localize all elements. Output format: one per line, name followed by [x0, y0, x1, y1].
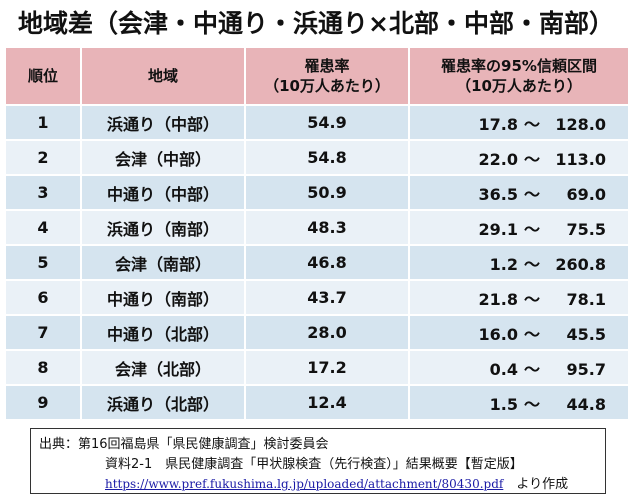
source-suffix: より作成	[503, 477, 569, 492]
table-row: 2 会津（中部） 54.8 22.0 ～ 113.0	[4, 139, 630, 176]
cell-ci: 16.0 ～ 45.5	[408, 314, 630, 351]
cell-region: 会津（中部）	[80, 139, 246, 176]
page-title: 地域差（会津・中通り・浜通り×北部・中部・南部）	[18, 9, 614, 38]
ci-high: 78.1	[566, 289, 606, 309]
cell-rank: 3	[4, 174, 82, 211]
source-line1: 出典：第16回福島県「県民健康調査」検討委員会	[39, 437, 329, 452]
ci-low: 1.5	[489, 394, 518, 414]
table-row: 3 中通り（中部） 50.9 36.5 ～ 69.0	[4, 174, 630, 211]
ci-low: 21.8	[478, 289, 518, 309]
cell-rate: 17.2	[244, 349, 410, 386]
cell-ci: 1.5 ～ 44.8	[408, 384, 630, 421]
header-rate: 罹患率 （10万人あたり）	[244, 46, 410, 106]
cell-region: 浜通り（中部）	[80, 104, 246, 141]
table-row: 9 浜通り（北部） 12.4 1.5 ～ 44.8	[4, 384, 630, 421]
source-url-link[interactable]: https://www.pref.fukushima.lg.jp/uploade…	[105, 477, 504, 491]
ci-low: 0.4	[489, 359, 518, 379]
cell-rank: 6	[4, 279, 82, 316]
ci-low: 29.1	[478, 219, 518, 239]
ci-separator: ～	[523, 289, 540, 309]
cell-region: 浜通り（南部）	[80, 209, 246, 246]
header-rate-line2: （10万人あたり）	[264, 77, 390, 95]
cell-region: 会津（北部）	[80, 349, 246, 386]
cell-rank: 7	[4, 314, 82, 351]
source-box: 出典：第16回福島県「県民健康調査」検討委員会 資料2-1 県民健康調査「甲状腺…	[30, 428, 606, 494]
ci-separator: ～	[523, 254, 540, 274]
ci-separator: ～	[523, 359, 540, 379]
ci-separator: ～	[523, 394, 540, 414]
ci-low: 17.8	[478, 114, 518, 134]
ci-high: 45.5	[566, 324, 606, 344]
header-ci-line1: 罹患率の95%信頼区間	[441, 57, 597, 75]
ci-low: 16.0	[478, 324, 518, 344]
ci-high: 128.0	[555, 114, 606, 134]
source-line3: https://www.pref.fukushima.lg.jp/uploade…	[105, 473, 568, 492]
cell-rank: 2	[4, 139, 82, 176]
table-row: 1 浜通り（中部） 54.9 17.8 ～ 128.0	[4, 104, 630, 141]
ci-high: 69.0	[566, 184, 606, 204]
source-line2: 資料2-1 県民健康調査「甲状腺検査（先行検査）」結果概要【暫定版】	[105, 457, 523, 472]
ci-low: 22.0	[478, 149, 518, 169]
cell-rate: 48.3	[244, 209, 410, 246]
header-ci-line2: （10万人あたり）	[456, 77, 582, 95]
header-rank: 順位	[4, 46, 82, 106]
header-rate-line1: 罹患率	[304, 57, 350, 75]
ci-high: 113.0	[555, 149, 606, 169]
ci-separator: ～	[523, 184, 540, 204]
cell-ci: 21.8 ～ 78.1	[408, 279, 630, 316]
cell-region: 中通り（中部）	[80, 174, 246, 211]
ci-separator: ～	[523, 324, 540, 344]
cell-region: 会津（南部）	[80, 244, 246, 281]
ci-high: 44.8	[566, 394, 606, 414]
ci-low: 36.5	[478, 184, 518, 204]
cell-ci: 36.5 ～ 69.0	[408, 174, 630, 211]
ci-separator: ～	[523, 114, 540, 134]
cell-rate: 54.9	[244, 104, 410, 141]
cell-region: 中通り（南部）	[80, 279, 246, 316]
cell-region: 浜通り（北部）	[80, 384, 246, 421]
table-row: 6 中通り（南部） 43.7 21.8 ～ 78.1	[4, 279, 630, 316]
cell-ci: 22.0 ～ 113.0	[408, 139, 630, 176]
cell-rate: 43.7	[244, 279, 410, 316]
cell-ci: 1.2 ～ 260.8	[408, 244, 630, 281]
cell-region: 中通り（北部）	[80, 314, 246, 351]
incidence-table: 順位 地域 罹患率 （10万人あたり） 罹患率の95%信頼区間 （10万人あたり…	[4, 46, 630, 421]
ci-high: 260.8	[555, 254, 606, 274]
cell-rank: 1	[4, 104, 82, 141]
cell-ci: 0.4 ～ 95.7	[408, 349, 630, 386]
ci-low: 1.2	[489, 254, 518, 274]
table-row: 8 会津（北部） 17.2 0.4 ～ 95.7	[4, 349, 630, 386]
ci-high: 75.5	[566, 219, 606, 239]
cell-ci: 17.8 ～ 128.0	[408, 104, 630, 141]
cell-rate: 54.8	[244, 139, 410, 176]
table-header-row: 順位 地域 罹患率 （10万人あたり） 罹患率の95%信頼区間 （10万人あたり…	[4, 46, 630, 106]
cell-rank: 9	[4, 384, 82, 421]
cell-ci: 29.1 ～ 75.5	[408, 209, 630, 246]
cell-rank: 8	[4, 349, 82, 386]
table-row: 5 会津（南部） 46.8 1.2 ～ 260.8	[4, 244, 630, 281]
cell-rate: 50.9	[244, 174, 410, 211]
table-row: 7 中通り（北部） 28.0 16.0 ～ 45.5	[4, 314, 630, 351]
ci-separator: ～	[523, 149, 540, 169]
header-region: 地域	[80, 46, 246, 106]
ci-separator: ～	[523, 219, 540, 239]
cell-rank: 4	[4, 209, 82, 246]
header-ci: 罹患率の95%信頼区間 （10万人あたり）	[408, 46, 630, 106]
ci-high: 95.7	[566, 359, 606, 379]
cell-rate: 46.8	[244, 244, 410, 281]
cell-rate: 12.4	[244, 384, 410, 421]
cell-rank: 5	[4, 244, 82, 281]
table-row: 4 浜通り（南部） 48.3 29.1 ～ 75.5	[4, 209, 630, 246]
cell-rate: 28.0	[244, 314, 410, 351]
